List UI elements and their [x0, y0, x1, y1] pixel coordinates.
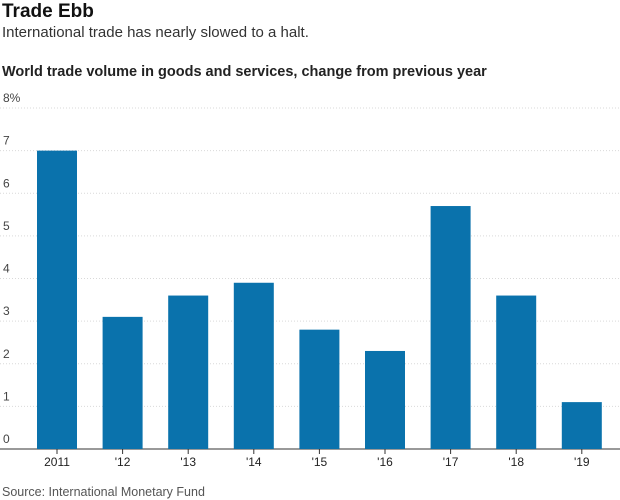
bar — [365, 350, 405, 449]
chart-subtitle: International trade has nearly slowed to… — [2, 24, 309, 41]
x-tick-label: '13 — [180, 455, 196, 469]
x-axis-ticks: 2011 '12 '13 '14 '15 '16 '17 '18 '19 — [44, 449, 590, 469]
x-tick-label: 2011 — [44, 455, 70, 469]
y-tick-label: 0 — [3, 432, 10, 446]
x-tick-label: '19 — [574, 455, 590, 469]
x-tick-label: '15 — [312, 455, 328, 469]
chart-title: Trade Ebb — [2, 1, 94, 22]
x-tick-label: '16 — [377, 455, 393, 469]
chart-heading: World trade volume in goods and services… — [2, 64, 487, 80]
y-tick-label: 6 — [3, 176, 10, 190]
y-tick-label: 8% — [3, 91, 21, 105]
bar — [102, 316, 143, 449]
bar — [561, 402, 602, 449]
x-tick-label: '12 — [115, 455, 131, 469]
y-tick-label: 5 — [3, 219, 10, 233]
bars — [37, 150, 602, 449]
bar — [299, 329, 340, 449]
x-tick-label: '14 — [246, 455, 262, 469]
bar — [430, 206, 471, 449]
bar — [37, 150, 77, 449]
y-tick-label: 1 — [3, 389, 10, 403]
bar — [168, 295, 209, 449]
bar — [496, 295, 537, 449]
y-tick-label: 2 — [3, 347, 10, 361]
source-note: Source: International Monetary Fund — [2, 485, 205, 499]
y-axis-ticks: 0 1 2 3 4 5 6 7 8% — [3, 91, 21, 446]
bar — [233, 282, 274, 449]
y-tick-label: 3 — [3, 304, 10, 318]
y-tick-label: 4 — [3, 262, 10, 276]
x-tick-label: '18 — [508, 455, 524, 469]
y-tick-label: 7 — [3, 134, 10, 148]
x-tick-label: '17 — [443, 455, 459, 469]
